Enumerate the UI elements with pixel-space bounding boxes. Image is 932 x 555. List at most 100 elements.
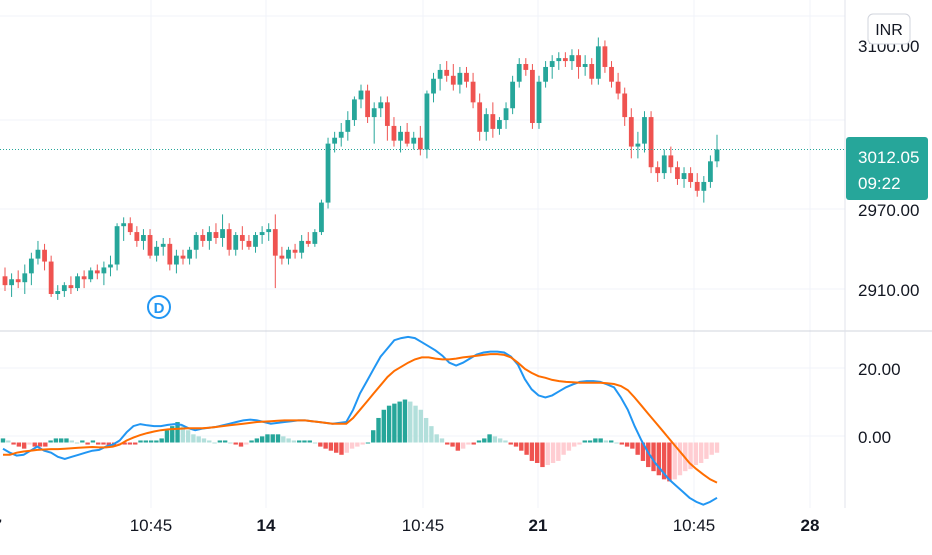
candle-body[interactable] xyxy=(398,131,403,141)
candle-body[interactable] xyxy=(61,285,67,292)
candle[interactable] xyxy=(576,49,581,79)
candle[interactable] xyxy=(167,237,173,271)
candle[interactable] xyxy=(325,137,331,209)
dividend-event-marker[interactable]: D xyxy=(147,295,171,319)
candle-body[interactable] xyxy=(338,131,344,138)
candle[interactable] xyxy=(305,232,311,247)
candle-body[interactable] xyxy=(450,75,456,85)
candle-body[interactable] xyxy=(675,167,680,180)
candle-body[interactable] xyxy=(55,291,61,294)
candle[interactable] xyxy=(127,217,133,236)
candle[interactable] xyxy=(75,273,80,292)
candle-body[interactable] xyxy=(384,102,390,126)
candle[interactable] xyxy=(714,134,720,168)
candle-body[interactable] xyxy=(464,72,469,82)
candle-body[interactable] xyxy=(352,99,357,121)
candle-body[interactable] xyxy=(325,143,331,203)
candle-body[interactable] xyxy=(35,249,41,259)
candle[interactable] xyxy=(35,240,41,265)
candle-body[interactable] xyxy=(582,64,588,67)
candle[interactable] xyxy=(345,111,351,141)
candle-body[interactable] xyxy=(543,66,548,82)
candle-body[interactable] xyxy=(589,64,595,79)
candle[interactable] xyxy=(42,243,47,271)
candle[interactable] xyxy=(108,255,113,277)
candle-body[interactable] xyxy=(358,90,364,100)
candle-body[interactable] xyxy=(147,235,153,256)
candle[interactable] xyxy=(694,173,700,197)
candle[interactable] xyxy=(352,96,357,126)
candle[interactable] xyxy=(114,223,120,271)
candle[interactable] xyxy=(464,66,469,88)
candle[interactable] xyxy=(94,264,100,280)
candle[interactable] xyxy=(523,58,529,76)
candle-body[interactable] xyxy=(510,81,516,109)
candle[interactable] xyxy=(338,122,344,147)
candle-body[interactable] xyxy=(141,235,146,241)
candle-body[interactable] xyxy=(615,81,621,94)
candle-body[interactable] xyxy=(642,117,647,144)
candle-body[interactable] xyxy=(305,240,311,244)
candle[interactable] xyxy=(266,223,272,241)
candle[interactable] xyxy=(628,108,634,159)
candle[interactable] xyxy=(398,125,403,153)
candle[interactable] xyxy=(675,161,680,185)
candle-body[interactable] xyxy=(154,246,160,256)
candle-body[interactable] xyxy=(661,155,667,174)
candle-body[interactable] xyxy=(206,232,212,241)
candle-body[interactable] xyxy=(595,46,601,79)
candle-body[interactable] xyxy=(312,232,318,244)
candle-body[interactable] xyxy=(628,117,634,147)
candle-body[interactable] xyxy=(536,81,542,123)
candle[interactable] xyxy=(417,125,423,156)
candle[interactable] xyxy=(378,96,384,118)
candle-body[interactable] xyxy=(94,270,100,274)
candle[interactable] xyxy=(562,52,568,67)
candle-body[interactable] xyxy=(226,229,232,250)
candle[interactable] xyxy=(134,226,140,247)
candle-body[interactable] xyxy=(391,125,397,141)
candle[interactable] xyxy=(556,52,562,70)
candle[interactable] xyxy=(299,235,305,259)
candle-body[interactable] xyxy=(694,181,700,191)
candle-body[interactable] xyxy=(15,279,21,283)
candle-body[interactable] xyxy=(378,102,384,109)
candle-body[interactable] xyxy=(2,276,8,286)
candle[interactable] xyxy=(648,111,654,174)
candle[interactable] xyxy=(549,55,555,79)
candle[interactable] xyxy=(437,64,443,91)
candle[interactable] xyxy=(470,72,476,109)
candle-body[interactable] xyxy=(470,81,476,103)
candle[interactable] xyxy=(81,270,87,289)
candle[interactable] xyxy=(332,131,338,153)
candle[interactable] xyxy=(220,214,225,247)
candle-body[interactable] xyxy=(193,235,199,250)
candle[interactable] xyxy=(239,226,245,250)
candle-body[interactable] xyxy=(668,155,674,168)
time-axis[interactable]: 7 10:45 14 10:45 21 10:45 28 xyxy=(0,516,819,535)
candle[interactable] xyxy=(9,273,14,297)
candle[interactable] xyxy=(187,246,192,265)
candle-body[interactable] xyxy=(497,120,502,129)
candle-body[interactable] xyxy=(444,69,450,76)
candle[interactable] xyxy=(206,226,212,250)
candle-body[interactable] xyxy=(701,181,707,191)
candle[interactable] xyxy=(279,246,285,265)
candle-body[interactable] xyxy=(286,249,291,259)
candle[interactable] xyxy=(365,84,370,123)
candle-body[interactable] xyxy=(167,243,173,265)
candle-body[interactable] xyxy=(609,66,614,82)
candle-body[interactable] xyxy=(635,143,641,147)
candle[interactable] xyxy=(431,72,436,103)
candle[interactable] xyxy=(61,282,67,297)
candle[interactable] xyxy=(253,232,258,253)
candle[interactable] xyxy=(530,64,535,129)
candle[interactable] xyxy=(121,217,127,241)
candle-body[interactable] xyxy=(220,229,225,238)
candle-body[interactable] xyxy=(437,69,443,79)
candle-body[interactable] xyxy=(134,232,140,241)
candle-body[interactable] xyxy=(75,276,80,289)
candle-body[interactable] xyxy=(332,137,338,144)
